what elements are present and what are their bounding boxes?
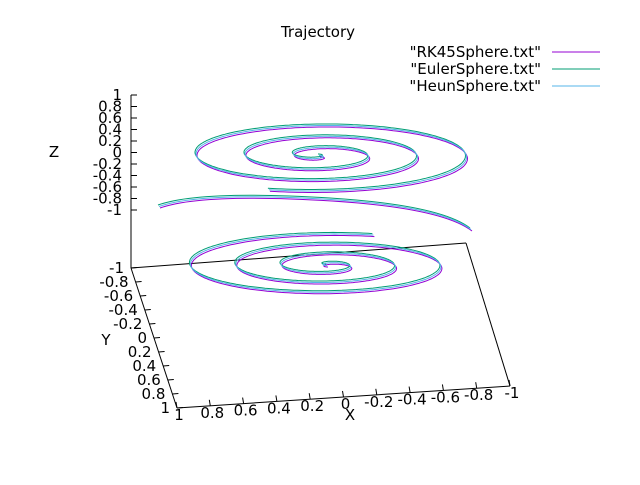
legend: "RK45Sphere.txt""EulerSphere.txt""HeunSp… [409,43,600,95]
y-tick-label: 1 [160,399,170,417]
z-tick-label: -0.8 [93,190,122,208]
y-tick [140,295,147,297]
x-tick [342,390,344,398]
back-axis-line [130,242,467,269]
legend-label: "EulerSphere.txt" [410,60,541,78]
legend-label: "HeunSphere.txt" [409,77,541,95]
z-tick-label: -0.6 [93,178,122,196]
z-tick-label: 0.8 [98,98,122,116]
tick-labels: 10.80.60.40.20-0.2-0.4-0.6-0.8-1-1-0.8-0… [93,86,520,424]
x-tick-label: 0 [341,395,351,413]
x-tick-label: 0.6 [234,402,258,420]
x-tick [308,393,311,400]
y-tick [163,365,170,367]
upper-spiral [195,125,468,192]
y-tick [158,351,165,353]
x-tick-label: 0.4 [267,399,291,417]
y-tick-label: 0 [137,329,147,347]
x-tick-label: 1 [174,406,184,424]
y-tick [167,379,174,381]
z-tick-label: 1 [112,86,122,104]
y-axis-label: Y [100,331,111,349]
x-tick-label: -0.6 [431,388,460,406]
connector-path [159,197,473,232]
y-tick-label: -0.2 [113,315,142,333]
z-tick-label: -1 [107,201,122,219]
x-tick-label: -0.8 [464,386,493,404]
x-tick [441,384,444,391]
z-tick-label: 0 [112,144,122,162]
legend-label: "RK45Sphere.txt" [410,43,541,61]
right-axis-line [465,242,511,387]
z-tick-label: -0.4 [93,167,122,185]
y-tick-label: 0.2 [128,343,152,361]
x-tick [175,401,178,409]
x-tick [375,388,378,395]
y-tick-label: -0.4 [109,301,138,319]
x-tick [475,382,478,389]
y-tick [172,393,179,395]
x-tick [508,379,511,387]
x-tick-label: -0.4 [397,391,426,409]
connector-path [158,196,472,230]
x-tick [275,395,278,402]
x-axis-label: X [345,406,355,424]
x-tick-label: 0.8 [200,404,224,422]
connector-path [157,194,471,229]
lower-spiral [189,233,442,293]
ticks [130,94,511,409]
y-tick-label: -0.6 [104,287,133,305]
lower-spiral [190,234,443,295]
x-tick [208,399,211,406]
y-tick [130,267,138,269]
trajectory-series [157,123,473,295]
upper-spiral [194,123,467,190]
y-tick [176,407,184,409]
series-trace [158,125,472,293]
y-tick [149,323,156,325]
z-tick-label: 0.6 [98,109,122,127]
y-tick-label: -0.8 [99,273,128,291]
chart-title: Trajectory [280,23,355,41]
x-tick [408,386,411,393]
z-tick-label: -0.2 [93,155,122,173]
y-tick-label: -1 [109,259,124,277]
y-tick-label: 0.6 [137,371,161,389]
y-tick-label: 0.4 [132,357,156,375]
z-axis-label: Z [49,143,59,161]
x-tick-label: -0.2 [364,393,393,411]
x-tick [242,397,245,404]
y-tick-label: 0.8 [142,385,166,403]
x-tick-label: -1 [505,384,520,402]
z-tick-label: 0.2 [98,132,122,150]
y-tick [153,337,161,339]
x-tick-label: 0.2 [300,397,324,415]
y-tick [144,309,151,311]
y-tick [135,281,142,283]
z-tick-label: 0.4 [98,121,122,139]
